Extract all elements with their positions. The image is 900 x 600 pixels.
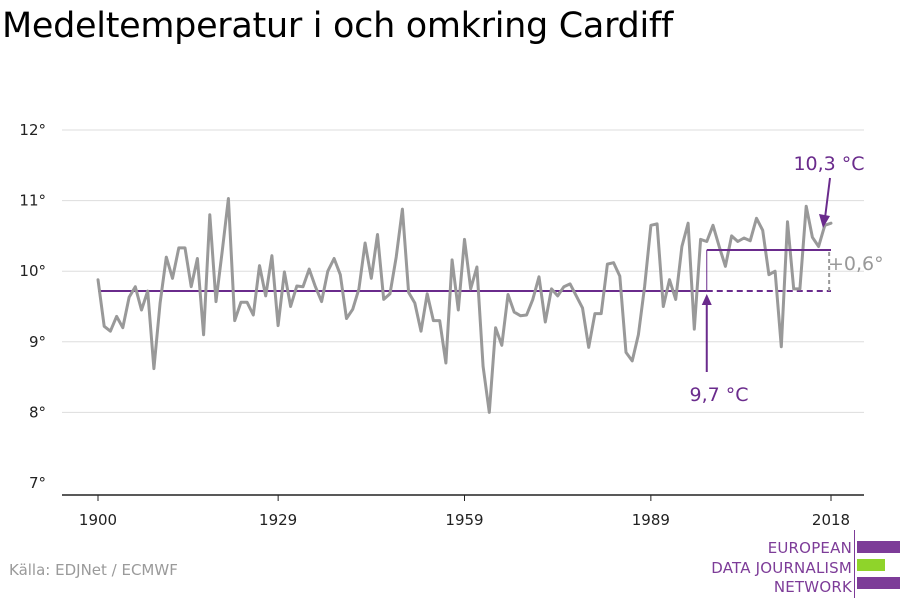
series-line	[96, 197, 833, 414]
y-tick-label: 7°	[29, 474, 46, 492]
difference-label: +0,6°	[828, 253, 884, 275]
edjnet-logo: EUROPEAN DATA JOURNALISM NETWORK	[700, 530, 900, 598]
y-tick-label: 11°	[19, 192, 46, 210]
logo-divider	[854, 530, 855, 598]
logo-bar-purple-2	[857, 577, 900, 589]
baseline-arrow-head	[701, 293, 712, 305]
recent-arrow-head	[819, 214, 830, 228]
logo-line-1: EUROPEAN	[767, 539, 852, 557]
logo-line-2: DATA JOURNALISM	[711, 559, 852, 577]
x-tick-label: 1989	[632, 511, 670, 529]
x-tick-label: 2018	[812, 511, 850, 529]
x-axis: 1900 1929 1959 1989 2018	[62, 494, 864, 529]
recent-arrow-shaft	[824, 177, 831, 219]
y-axis-ticks: 7° 8° 9° 10° 11° 12°	[19, 121, 46, 492]
logo-line-3: NETWORK	[773, 578, 852, 596]
logo-bar-green	[857, 559, 885, 571]
recent-label: 10,3 °C	[793, 153, 864, 175]
baseline-label: 9,7 °C	[689, 384, 748, 406]
logo-bar-purple-1	[857, 541, 900, 553]
y-tick-label: 9°	[29, 333, 46, 351]
chart-title: Medeltemperatur i och omkring Cardiff	[2, 6, 673, 46]
y-tick-label: 8°	[29, 403, 46, 421]
source-note: Källa: EDJNet / ECMWF	[9, 561, 178, 579]
x-tick-label: 1959	[445, 511, 483, 529]
y-tick-label: 12°	[19, 121, 46, 139]
x-tick-label: 1929	[259, 511, 297, 529]
series-layer	[96, 197, 833, 414]
x-tick-label: 1900	[79, 511, 117, 529]
y-tick-label: 10°	[19, 262, 46, 280]
annotations: +0,6° 9,7 °C 10,3 °C	[689, 153, 883, 406]
